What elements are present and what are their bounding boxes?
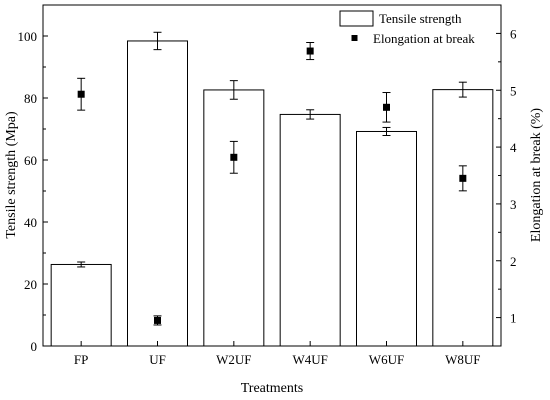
- right-tick-label-5: 5: [510, 83, 517, 98]
- bar-error-W2UF: [229, 80, 238, 100]
- bar-W4UF: [279, 113, 341, 347]
- points-layer: [77, 42, 467, 326]
- x-tick-label-UF: UF: [149, 352, 166, 367]
- legend-point-label: Elongation at break: [373, 31, 475, 46]
- point-W2UF: [230, 153, 238, 161]
- point-W8UF: [459, 174, 467, 182]
- legend: Tensile strength Elongation at break: [339, 10, 475, 46]
- x-tick-label-W8UF: W8UF: [445, 352, 480, 367]
- right-tick-label-6: 6: [510, 26, 517, 41]
- bars-layer: [50, 31, 494, 347]
- bar-error-W8UF: [458, 81, 467, 98]
- right-axis-label: Elongation at break (%): [529, 108, 544, 242]
- bar-W6UF: [356, 130, 417, 347]
- x-tick-label-W4UF: W4UF: [292, 352, 327, 367]
- left-tick-label-60: 60: [24, 153, 37, 168]
- left-tick-label-100: 100: [18, 29, 38, 44]
- x-tick-label-W6UF: W6UF: [369, 352, 404, 367]
- point-FP: [77, 90, 85, 98]
- right-tick-label-1: 1: [510, 311, 517, 326]
- plot-frame: [42, 4, 502, 347]
- bar-UF: [127, 40, 188, 347]
- legend-bar-swatch: [339, 10, 374, 27]
- x-tick-label-FP: FP: [74, 352, 88, 367]
- left-axis-label: Tensile strength (Mpa): [4, 111, 19, 239]
- point-W4UF: [306, 47, 314, 55]
- right-tick-label-3: 3: [510, 197, 517, 212]
- bar-W2UF: [203, 89, 265, 347]
- left-tick-label-80: 80: [24, 91, 37, 106]
- bar-error-FP: [77, 261, 86, 268]
- bar-FP: [50, 263, 112, 347]
- bar-W8UF: [432, 89, 494, 347]
- legend-bar-label: Tensile strength: [379, 11, 462, 26]
- left-tick-label-20: 20: [24, 277, 37, 292]
- right-tick-label-2: 2: [510, 254, 517, 269]
- axes-layer: 0 20 40 60 80 100 1 2 3 4 5 6 FP UF W2UF W4UF W6UF W8UF: [18, 26, 518, 367]
- point-W6UF: [383, 103, 390, 111]
- point-UF: [154, 316, 161, 324]
- legend-point-swatch: [351, 35, 358, 41]
- bar-error-W6UF: [382, 126, 391, 137]
- right-tick-label-4: 4: [510, 140, 517, 155]
- bar-error-W4UF: [306, 109, 315, 120]
- x-tick-label-W2UF: W2UF: [216, 352, 251, 367]
- bar-error-UF: [153, 31, 162, 51]
- left-tick-label-40: 40: [24, 215, 37, 230]
- left-tick-label-0: 0: [31, 339, 38, 354]
- x-axis-label: Treatments: [241, 381, 303, 396]
